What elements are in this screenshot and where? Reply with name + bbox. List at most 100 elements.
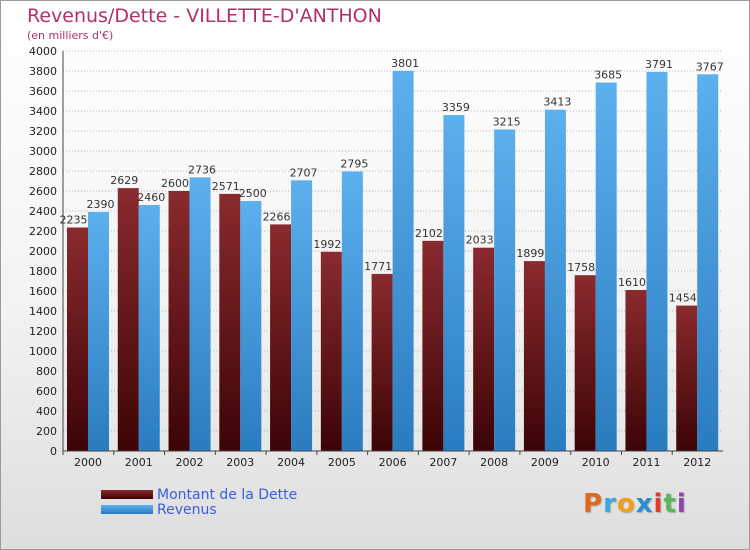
data-label-dette: 2629 <box>110 174 138 187</box>
y-tick-label: 2000 <box>29 245 57 258</box>
data-label-dette: 2235 <box>60 214 88 227</box>
data-label-revenus: 3359 <box>442 101 470 114</box>
data-label-revenus: 3685 <box>594 69 622 82</box>
x-tick-label: 2006 <box>379 456 407 469</box>
bar-revenus <box>138 205 160 451</box>
data-label-revenus: 3767 <box>696 60 724 73</box>
logo-letter: P <box>583 489 604 519</box>
data-label-dette: 1610 <box>618 276 646 289</box>
bar-revenus <box>544 109 566 451</box>
data-label-dette: 1454 <box>669 292 697 305</box>
legend: Montant de la Dette Revenus <box>101 486 298 518</box>
data-label-revenus: 3791 <box>645 58 673 71</box>
bar-revenus <box>697 74 719 452</box>
logo-letter: x <box>635 489 654 519</box>
bar-revenus <box>392 70 414 452</box>
data-label-revenus: 2736 <box>188 163 216 176</box>
y-tick-label: 800 <box>36 365 57 378</box>
bar-dette <box>523 261 545 451</box>
y-tick-label: 1600 <box>29 285 57 298</box>
bar-revenus <box>595 82 617 451</box>
bar-dette <box>219 193 241 451</box>
logo-letter: o <box>616 489 636 519</box>
data-label-dette: 2600 <box>161 177 189 190</box>
legend-item-dette: Montant de la Dette <box>101 486 298 503</box>
y-tick-label: 2200 <box>29 225 57 238</box>
data-label-dette: 1899 <box>516 247 544 260</box>
x-tick-label: 2005 <box>328 456 356 469</box>
bar-dette <box>270 224 292 451</box>
x-tick-label: 2012 <box>683 456 711 469</box>
y-tick-label: 1200 <box>29 325 57 338</box>
chart-title: Revenus/Dette - VILLETTE-D'ANTHON <box>27 5 382 27</box>
data-label-dette: 2266 <box>263 210 291 223</box>
x-tick-label: 2009 <box>531 456 559 469</box>
bars-layer <box>67 70 719 452</box>
y-tick-label: 600 <box>36 385 57 398</box>
x-tick-label: 2010 <box>582 456 610 469</box>
bar-revenus <box>646 71 668 452</box>
bar-dette <box>117 188 139 451</box>
data-label-dette: 1992 <box>313 238 341 251</box>
logo-letter: r <box>603 489 617 519</box>
bar-revenus <box>240 201 262 451</box>
bar-revenus <box>341 171 363 451</box>
data-label-dette: 1771 <box>364 260 392 273</box>
y-tick-label: 3800 <box>29 65 57 78</box>
data-label-revenus: 3801 <box>391 57 419 70</box>
y-tick-label: 0 <box>50 445 57 458</box>
y-tick-label: 3000 <box>29 145 57 158</box>
bar-dette <box>574 275 596 451</box>
data-label-revenus: 3215 <box>493 116 521 129</box>
data-label-revenus: 2707 <box>290 166 318 179</box>
legend-swatch-revenus <box>101 505 153 514</box>
legend-label-revenus: Revenus <box>157 501 217 518</box>
y-tick-label: 2800 <box>29 165 57 178</box>
x-tick-label: 2007 <box>429 456 457 469</box>
data-label-revenus: 3413 <box>543 96 571 109</box>
bar-revenus <box>443 115 465 451</box>
legend-label-dette: Montant de la Dette <box>157 486 298 503</box>
bar-dette <box>67 227 88 451</box>
x-tick-label: 2002 <box>176 456 204 469</box>
data-label-dette: 1758 <box>567 261 595 274</box>
legend-item-revenus: Revenus <box>101 501 297 518</box>
x-tick-label: 2001 <box>125 456 153 469</box>
data-label-revenus: 2795 <box>340 158 368 171</box>
y-tick-label: 200 <box>36 425 57 438</box>
y-tick-label: 2400 <box>29 205 57 218</box>
x-tick-label: 2000 <box>74 456 102 469</box>
bar-revenus <box>494 129 516 451</box>
legend-swatch-dette <box>101 490 153 499</box>
bar-revenus <box>291 180 313 452</box>
logo-letter: t <box>663 489 677 519</box>
axis-layer: 0 200 400 600 800 1000 1200 1400 1600 1800 2000 220… <box>29 45 723 469</box>
data-label-revenus: 2390 <box>87 198 115 211</box>
data-label-dette: 2033 <box>466 234 494 247</box>
y-tick-label: 400 <box>36 405 57 418</box>
x-tick-label: 2004 <box>277 456 305 469</box>
data-label-dette: 2102 <box>415 227 443 240</box>
y-tick-label: 1000 <box>29 345 57 358</box>
proxiti-logo: Proxiti <box>583 489 687 519</box>
bar-dette <box>473 247 495 451</box>
y-tick-label: 1800 <box>29 265 57 278</box>
x-tick-label: 2003 <box>226 456 254 469</box>
y-tick-label: 3400 <box>29 105 57 118</box>
y-tick-label: 3600 <box>29 85 57 98</box>
bar-dette <box>625 290 647 451</box>
bar-dette <box>320 251 342 451</box>
logo-letter: i <box>653 489 664 519</box>
data-label-dette: 2571 <box>212 180 240 193</box>
bar-dette <box>422 240 444 451</box>
bar-revenus <box>189 177 211 451</box>
y-tick-label: 3200 <box>29 125 57 138</box>
bar-dette <box>168 191 190 451</box>
y-tick-label: 2600 <box>29 185 57 198</box>
y-tick-label: 1400 <box>29 305 57 318</box>
x-tick-label: 2011 <box>632 456 660 469</box>
bar-dette <box>676 305 698 451</box>
